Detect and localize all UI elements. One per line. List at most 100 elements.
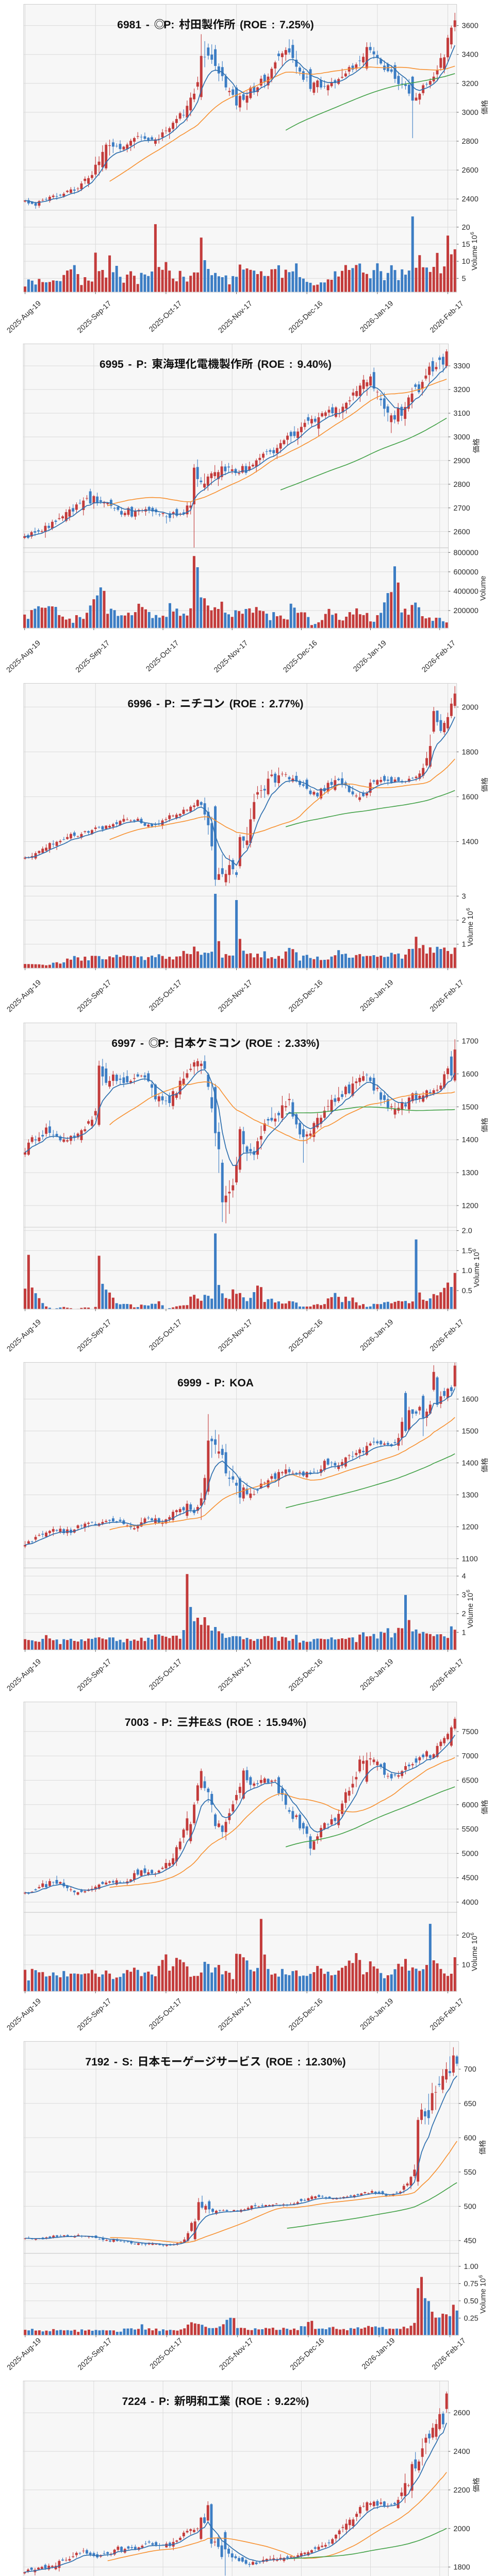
svg-text:10: 10 xyxy=(462,1961,470,1970)
svg-text:7500: 7500 xyxy=(462,1728,478,1736)
svg-text:2025-Sep-17: 2025-Sep-17 xyxy=(76,978,113,1014)
svg-text:1400: 1400 xyxy=(462,1460,478,1468)
svg-text:4000: 4000 xyxy=(462,1899,478,1907)
svg-text:2: 2 xyxy=(462,1610,466,1618)
svg-text:6500: 6500 xyxy=(462,1777,478,1785)
svg-text:2026-Feb-17: 2026-Feb-17 xyxy=(428,1657,466,1692)
svg-text:450: 450 xyxy=(464,2237,476,2245)
svg-text:2025-Nov-17: 2025-Nov-17 xyxy=(218,2336,255,2372)
svg-text:2025-Aug-19: 2025-Aug-19 xyxy=(6,1318,43,1353)
svg-text:Volume 10: Volume 10 xyxy=(473,1252,481,1287)
svg-text:6: 6 xyxy=(466,1589,471,1592)
svg-text:2025-Aug-19: 2025-Aug-19 xyxy=(6,978,43,1014)
svg-text:(ROE : 12.30%): (ROE : 12.30%) xyxy=(266,2056,345,2068)
svg-text:550: 550 xyxy=(464,2168,476,2177)
svg-text:2025-Dec-16: 2025-Dec-16 xyxy=(287,978,324,1014)
svg-text:0.5: 0.5 xyxy=(462,1287,472,1295)
svg-text:1800: 1800 xyxy=(462,748,478,756)
svg-text:2025-Nov-17: 2025-Nov-17 xyxy=(217,299,254,335)
svg-text:4: 4 xyxy=(462,1572,466,1581)
svg-text:2026-Jan-19: 2026-Jan-19 xyxy=(359,299,395,334)
svg-text:2025-Aug-19: 2025-Aug-19 xyxy=(6,2336,43,2372)
svg-text:2025-Aug-19: 2025-Aug-19 xyxy=(5,639,42,674)
svg-text:Volume 10: Volume 10 xyxy=(467,1593,475,1629)
svg-text:2025-Oct-17: 2025-Oct-17 xyxy=(147,299,184,334)
svg-text:1.0: 1.0 xyxy=(462,1267,472,1275)
svg-text:2026-Jan-19: 2026-Jan-19 xyxy=(359,1318,395,1352)
svg-text:2025-Nov-17: 2025-Nov-17 xyxy=(217,1657,254,1693)
svg-text:2025-Aug-19: 2025-Aug-19 xyxy=(6,299,43,335)
svg-text:2025-Sep-17: 2025-Sep-17 xyxy=(76,1997,113,2032)
svg-text:1.00: 1.00 xyxy=(464,2263,478,2271)
svg-text:2026-Feb-17: 2026-Feb-17 xyxy=(428,978,466,1013)
svg-text:1700: 1700 xyxy=(462,1038,478,1046)
svg-text:6999 - P: KOA: 6999 - P: KOA xyxy=(177,1377,254,1389)
svg-text:2025-Oct-17: 2025-Oct-17 xyxy=(144,639,180,673)
svg-text:600: 600 xyxy=(464,2134,476,2142)
svg-text:1600: 1600 xyxy=(462,1070,478,1078)
svg-text:2025-Sep-17: 2025-Sep-17 xyxy=(76,2336,113,2372)
svg-text:2400: 2400 xyxy=(462,195,478,204)
svg-text:Volume 10: Volume 10 xyxy=(471,1936,479,1971)
svg-text:6995 - P:: 6995 - P: xyxy=(100,359,147,370)
svg-text:20: 20 xyxy=(462,224,470,232)
svg-text:2025-Sep-17: 2025-Sep-17 xyxy=(74,639,111,674)
svg-text:400000: 400000 xyxy=(453,588,478,596)
svg-text:6: 6 xyxy=(472,1249,477,1252)
svg-text:650: 650 xyxy=(464,2100,476,2108)
svg-text:(ROE : 2.33%): (ROE : 2.33%) xyxy=(245,1038,320,1049)
svg-text:2600: 2600 xyxy=(462,166,478,175)
svg-text:1300: 1300 xyxy=(462,1169,478,1177)
svg-text:2026-Jan-19: 2026-Jan-19 xyxy=(360,2336,397,2371)
svg-text:2025-Sep-17: 2025-Sep-17 xyxy=(76,299,113,335)
svg-text:2025-Dec-16: 2025-Dec-16 xyxy=(287,299,324,335)
svg-text:1500: 1500 xyxy=(462,1103,478,1111)
svg-text:0.25: 0.25 xyxy=(464,2314,478,2323)
svg-text:2000: 2000 xyxy=(462,703,478,711)
svg-text:2025-Oct-17: 2025-Oct-17 xyxy=(147,1997,184,2031)
svg-text:2025-Dec-16: 2025-Dec-16 xyxy=(282,639,319,674)
svg-text:Volume 10: Volume 10 xyxy=(479,2278,487,2314)
svg-text:2025-Sep-17: 2025-Sep-17 xyxy=(76,1657,113,1693)
svg-text:3000: 3000 xyxy=(462,109,478,117)
svg-text:2800: 2800 xyxy=(453,481,470,489)
svg-text:2026-Feb-17: 2026-Feb-17 xyxy=(431,2336,468,2371)
svg-text:2800: 2800 xyxy=(462,138,478,146)
svg-text:5: 5 xyxy=(462,275,466,283)
svg-text:6: 6 xyxy=(478,2275,484,2278)
svg-text:0.50: 0.50 xyxy=(464,2297,478,2306)
svg-text:6981 -: 6981 - xyxy=(117,19,150,31)
svg-text:2026-Jan-19: 2026-Jan-19 xyxy=(359,1997,395,2031)
svg-text:1800: 1800 xyxy=(453,2564,470,2572)
svg-text:2600: 2600 xyxy=(453,2409,470,2417)
svg-text:6997 -: 6997 - xyxy=(111,1038,144,1049)
svg-text:1.5: 1.5 xyxy=(462,1247,472,1255)
svg-text:2025-Dec-16: 2025-Dec-16 xyxy=(287,1318,324,1353)
svg-text:6: 6 xyxy=(470,232,475,235)
svg-text:6: 6 xyxy=(466,908,471,911)
svg-text:3: 3 xyxy=(462,1591,466,1600)
svg-text:1600: 1600 xyxy=(462,793,478,801)
svg-text:3400: 3400 xyxy=(462,51,478,59)
svg-text:2025-Oct-17: 2025-Oct-17 xyxy=(148,2336,185,2371)
svg-text:2400: 2400 xyxy=(453,2448,470,2456)
svg-text:2025-Nov-17: 2025-Nov-17 xyxy=(217,1318,254,1353)
svg-text:P:: P: xyxy=(158,1038,169,1049)
svg-text:10: 10 xyxy=(462,258,470,266)
svg-text:(ROE : 9.40%): (ROE : 9.40%) xyxy=(257,359,332,370)
svg-text:800000: 800000 xyxy=(453,549,478,557)
svg-text:3200: 3200 xyxy=(453,386,470,394)
svg-text:1: 1 xyxy=(462,941,466,949)
svg-text:2025-Dec-16: 2025-Dec-16 xyxy=(289,2336,326,2372)
svg-text:1200: 1200 xyxy=(462,1202,478,1210)
svg-text:200000: 200000 xyxy=(453,607,478,615)
svg-text:2026-Feb-17: 2026-Feb-17 xyxy=(428,1997,466,2032)
svg-text:1300: 1300 xyxy=(462,1492,478,1500)
svg-text:2900: 2900 xyxy=(453,457,470,465)
svg-text:Volume: Volume xyxy=(479,576,487,601)
svg-text:(ROE : 9.22%): (ROE : 9.22%) xyxy=(235,2396,309,2408)
svg-text:2025-Nov-17: 2025-Nov-17 xyxy=(217,1997,254,2032)
svg-text:2200: 2200 xyxy=(453,2486,470,2495)
svg-text:1400: 1400 xyxy=(462,838,478,846)
svg-text:1400: 1400 xyxy=(462,1136,478,1144)
